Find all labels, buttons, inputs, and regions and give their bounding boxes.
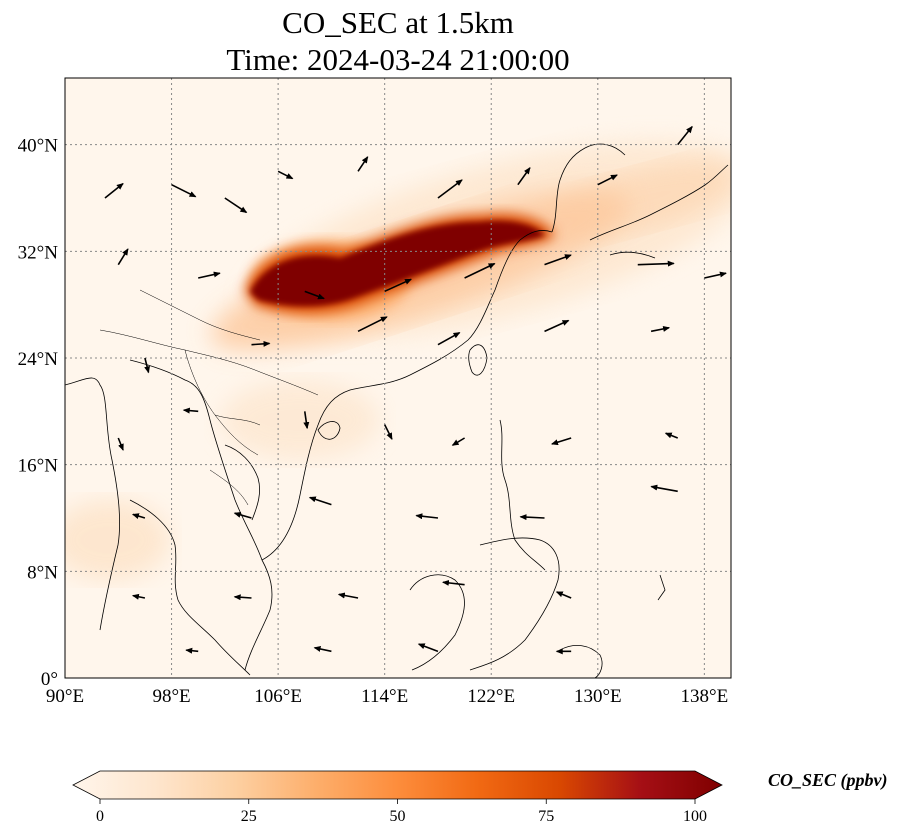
map-frame	[64, 77, 732, 679]
wind-vector	[198, 271, 221, 279]
wind-vector	[451, 437, 466, 446]
wind-vector	[313, 646, 332, 653]
wind-vector	[144, 357, 150, 374]
wind-vector	[185, 647, 199, 654]
wind-vector	[277, 170, 294, 180]
lat-tick-label: 24°N	[18, 349, 59, 370]
wind-vector	[464, 262, 496, 279]
title-line-1: CO_SEC at 1.5km	[282, 5, 514, 40]
colorbar: 0 25 50 75 100 CO_SEC (ppbv)	[72, 770, 888, 825]
lat-axis: 0° 8°N 16°N 24°N 32°N 40°N	[18, 136, 59, 690]
wind-vector	[182, 407, 199, 414]
title-line-2: Time: 2024-03-24 21:00:00	[226, 42, 569, 77]
lat-tick-label: 8°N	[27, 562, 58, 583]
wind-vector	[442, 579, 465, 586]
wind-vector	[104, 182, 124, 199]
wind-vector	[171, 183, 197, 198]
lat-tick-label: 0°	[41, 669, 58, 690]
colorbar-label: CO_SEC (ppbv)	[768, 770, 888, 791]
wind-vector	[650, 484, 678, 493]
co-field	[65, 141, 731, 580]
wind-vector	[664, 432, 679, 439]
wind-vector	[303, 411, 310, 430]
lon-tick-label: 122°E	[467, 686, 515, 707]
colorbar-bar	[72, 770, 723, 800]
wind-vector	[437, 331, 461, 346]
wind-vectors	[104, 125, 727, 655]
lon-tick-label: 114°E	[361, 686, 408, 707]
colorbar-ticks: 0 25 50 75 100	[96, 799, 707, 825]
lon-tick-label: 130°E	[574, 686, 622, 707]
wind-vector	[519, 514, 545, 521]
wind-vector	[383, 424, 393, 440]
borders	[99, 289, 319, 506]
wind-vector	[417, 643, 439, 653]
lat-tick-label: 32°N	[18, 242, 59, 263]
wind-vector	[117, 248, 129, 266]
wind-vector	[131, 513, 146, 519]
wind-vector	[224, 197, 248, 214]
colorbar-tick-label: 75	[538, 808, 554, 825]
wind-vector	[384, 278, 412, 293]
wind-vector	[677, 125, 693, 146]
lat-tick-label: 16°N	[18, 456, 59, 477]
colorbar-tick-label: 25	[241, 808, 257, 825]
colorbar-tick-label: 50	[390, 808, 406, 825]
wind-vector	[597, 174, 618, 186]
wind-vector	[131, 593, 146, 600]
wind-vector	[233, 594, 252, 601]
wind-vector	[555, 591, 572, 599]
wind-vector	[251, 340, 271, 347]
wind-vector	[117, 437, 124, 451]
lon-tick-label: 90°E	[46, 686, 84, 707]
coastlines	[65, 143, 729, 678]
lon-tick-label: 106°E	[254, 686, 302, 707]
colorbar-tick-label: 0	[96, 808, 104, 825]
lon-tick-label: 98°E	[152, 686, 190, 707]
gridlines	[65, 78, 731, 678]
wind-vector	[517, 167, 531, 186]
colorbar-tick-label: 100	[683, 808, 707, 825]
wind-vector	[637, 260, 675, 267]
wind-vector	[650, 325, 671, 333]
wind-vector	[437, 179, 463, 199]
map-panel	[64, 77, 732, 679]
lat-tick-label: 40°N	[18, 136, 59, 157]
wind-vector	[551, 437, 572, 446]
wind-vector	[357, 156, 369, 172]
lon-axis: 90°E 98°E 106°E 114°E 122°E 130°E 138°E	[46, 686, 728, 707]
wind-vector	[415, 513, 439, 520]
lon-tick-label: 138°E	[681, 686, 729, 707]
wind-vector	[337, 592, 359, 599]
wind-vector	[544, 254, 572, 266]
wind-vector	[357, 316, 388, 333]
wind-vector	[304, 290, 325, 300]
wind-vector	[308, 496, 332, 506]
wind-vector	[704, 271, 727, 279]
wind-vector	[233, 511, 252, 519]
wind-vector	[544, 319, 570, 333]
